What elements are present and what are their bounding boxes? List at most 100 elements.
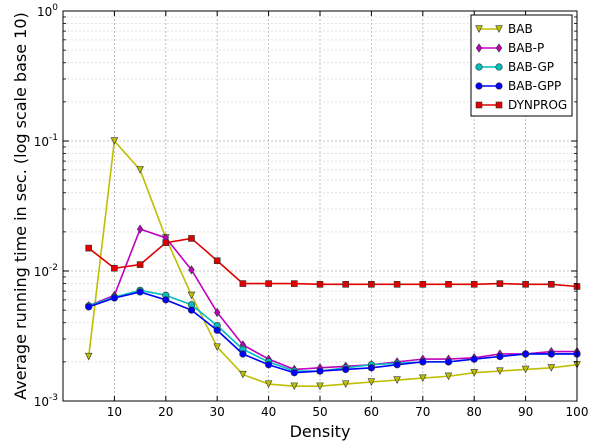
data-point-bab-gpp [496, 352, 504, 361]
y-tick-label: 10-1 [34, 133, 58, 149]
data-point-bab [264, 380, 273, 389]
data-point-bab-gpp [110, 294, 118, 302]
data-point-bab-gpp [316, 367, 324, 375]
legend-item-bab-gpp: BAB-GPP [475, 79, 561, 93]
legend-marker-bab-gpp [475, 82, 483, 90]
legend-label-bab-gp: BAB-GP [508, 60, 554, 74]
x-tick-label: 10 [107, 405, 122, 419]
x-tick-label: 80 [467, 405, 482, 419]
axis-ticks: 10 20 30 40 50 60 70 80 90 100 10-3 10-2 10-1 100 [34, 3, 589, 419]
y-tick-label: 100 [37, 3, 58, 19]
x-tick-label: 20 [158, 405, 173, 419]
data-point-bab [110, 137, 119, 145]
x-tick-label: 70 [415, 405, 430, 419]
data-point-bab-gpp [470, 355, 478, 363]
x-tick-label: 90 [518, 405, 533, 419]
data-point-bab-gpp [213, 326, 221, 334]
legend-item-bab-p: BAB-P [475, 41, 544, 55]
data-point-dynprog [85, 244, 92, 252]
data-point-dynprog [265, 280, 272, 287]
data-point-bab [393, 376, 401, 384]
data-point-bab [367, 378, 376, 386]
data-point-dynprog [445, 281, 452, 288]
series-bab-gpp [85, 288, 581, 377]
legend-marker-bab [475, 25, 483, 33]
data-point-bab-gpp [162, 296, 170, 304]
data-point-dynprog [239, 280, 247, 287]
y-tick-label: 10-2 [34, 263, 58, 279]
data-point-bab [419, 374, 427, 383]
x-tick-label: 100 [566, 405, 589, 419]
data-point-bab [521, 365, 530, 374]
data-point-bab [239, 370, 247, 379]
data-point-bab [547, 364, 556, 372]
data-point-bab-p [136, 224, 144, 234]
legend-marker-dynprog [495, 101, 503, 109]
data-point-bab [444, 372, 453, 381]
data-point-bab [84, 352, 93, 361]
legend-label-bab-gpp: BAB-GPP [508, 79, 561, 93]
series-line-bab [87, 140, 578, 387]
data-point-bab [187, 291, 196, 300]
legend-marker-dynprog [475, 101, 483, 109]
series-line-dynprog [88, 237, 578, 288]
data-point-bab [316, 382, 324, 391]
data-point-dynprog [496, 280, 504, 287]
data-point-dynprog [547, 281, 555, 288]
data-point-dynprog [290, 280, 298, 287]
data-point-bab [213, 343, 221, 352]
legend-item-bab-gp: BAB-GP [475, 60, 554, 74]
data-point-dynprog [342, 281, 350, 288]
data-point-dynprog [368, 281, 375, 288]
data-point-bab-gpp [444, 358, 453, 366]
legend-marker-bab-gp [495, 63, 503, 71]
series-layer [84, 137, 581, 391]
y-axis-label: Average running time in sec. (log scale … [11, 12, 30, 400]
series-dynprog [85, 235, 581, 290]
data-point-bab-gpp [419, 358, 427, 366]
data-point-dynprog [316, 281, 324, 288]
data-point-bab [470, 369, 478, 377]
x-tick-label: 50 [312, 405, 327, 419]
data-point-bab [136, 166, 144, 174]
data-point-bab [341, 380, 350, 389]
legend-label-dynprog: DYNPROG [508, 98, 567, 112]
data-point-bab-gpp [239, 350, 247, 358]
legend-marker-bab-gpp [495, 82, 503, 90]
data-point-dynprog [188, 235, 195, 242]
legend-label-bab: BAB [508, 22, 533, 36]
data-point-bab-gpp [265, 361, 273, 369]
data-point-dynprog [111, 264, 118, 272]
legend: BAB BAB-P BAB-GP BAB-GPP DYNPROG [470, 14, 573, 117]
data-point-bab-p [188, 265, 195, 275]
data-point-bab [496, 367, 504, 376]
data-point-bab-gpp [367, 364, 376, 372]
data-point-bab-gpp [136, 288, 144, 296]
series-line-bab-gpp [88, 291, 577, 374]
data-point-dynprog [213, 257, 221, 265]
data-point-bab-gpp [521, 350, 530, 358]
data-point-dynprog [522, 281, 529, 288]
data-point-bab-gpp [187, 306, 196, 314]
data-point-dynprog [419, 281, 427, 288]
legend-box [470, 14, 573, 117]
x-tick-label: 30 [210, 405, 225, 419]
data-point-bab-gpp [547, 350, 555, 358]
x-tick-label: 40 [261, 405, 276, 419]
legend-marker-bab-p [495, 43, 503, 53]
legend-marker-bab-p [475, 43, 483, 53]
legend-marker-bab [495, 25, 503, 33]
data-point-bab-gpp [342, 365, 350, 374]
y-tick-label: 10-3 [34, 393, 58, 409]
series-bab [84, 137, 581, 391]
data-point-dynprog [162, 239, 170, 247]
legend-marker-bab-gp [475, 63, 483, 71]
data-point-dynprog [470, 281, 478, 288]
legend-item-bab: BAB [475, 22, 533, 36]
data-point-bab-gpp [290, 369, 298, 377]
series-line-bab-p [88, 228, 577, 371]
x-tick-label: 60 [364, 405, 379, 419]
data-point-dynprog [393, 281, 401, 288]
x-axis-label: Density [290, 422, 351, 441]
